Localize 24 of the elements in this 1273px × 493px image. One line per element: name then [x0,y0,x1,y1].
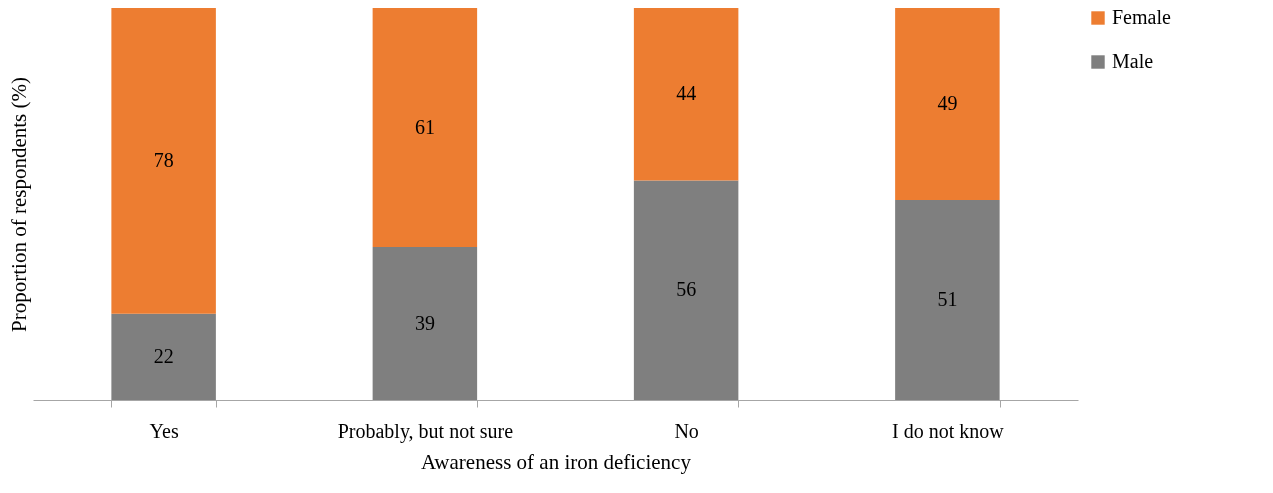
bar [111,8,216,314]
x-tick-label: I do not know [892,419,1005,442]
legend-label: Female [1112,6,1171,28]
data-label: 49 [937,92,958,115]
y-axis-title: Proportion of respondents (%) [6,77,31,332]
bar [111,313,216,400]
bar [895,8,1000,201]
data-label: 61 [414,115,435,138]
data-label: 51 [937,288,958,311]
data-label: 56 [676,278,697,301]
data-label: 39 [414,311,435,334]
x-tick-label: Probably, but not sure [337,419,514,443]
bar [895,200,1000,400]
x-tick-label: Yes [149,419,179,442]
bar [372,8,478,248]
data-label: 22 [153,344,174,367]
bar [633,8,739,181]
bar [372,247,478,400]
bar [633,180,739,400]
data-label: 44 [676,82,697,105]
legend-label: Male [1112,50,1154,72]
x-axis-title: Awareness of an iron deficiency [421,449,692,474]
x-tick-label: No [674,419,699,442]
data-label: 78 [153,148,174,171]
